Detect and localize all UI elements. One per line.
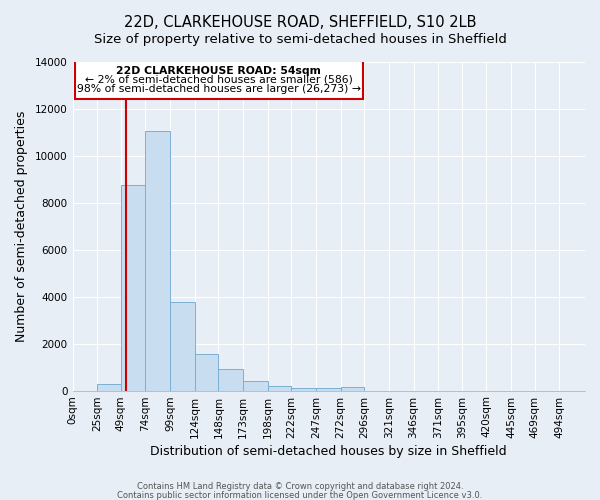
X-axis label: Distribution of semi-detached houses by size in Sheffield: Distribution of semi-detached houses by …: [151, 444, 507, 458]
Bar: [121, 185, 145, 390]
Text: Contains public sector information licensed under the Open Government Licence v3: Contains public sector information licen…: [118, 490, 482, 500]
Y-axis label: Number of semi-detached properties: Number of semi-detached properties: [15, 110, 28, 342]
Text: 22D CLARKEHOUSE ROAD: 54sqm: 22D CLARKEHOUSE ROAD: 54sqm: [116, 66, 322, 76]
Bar: [292, 388, 316, 390]
Text: Contains HM Land Registry data © Crown copyright and database right 2024.: Contains HM Land Registry data © Crown c…: [137, 482, 463, 491]
Text: ← 2% of semi-detached houses are smaller (586): ← 2% of semi-detached houses are smaller…: [85, 74, 353, 85]
Bar: [97, 384, 121, 390]
Bar: [145, 131, 170, 390]
Bar: [218, 370, 243, 390]
Bar: [170, 302, 195, 390]
Text: 22D, CLARKEHOUSE ROAD, SHEFFIELD, S10 2LB: 22D, CLARKEHOUSE ROAD, SHEFFIELD, S10 2L…: [124, 15, 476, 30]
Bar: [268, 386, 292, 390]
Bar: [341, 387, 364, 390]
Bar: [195, 354, 218, 391]
Text: 98% of semi-detached houses are larger (26,273) →: 98% of semi-detached houses are larger (…: [77, 84, 361, 94]
Bar: [243, 381, 268, 390]
Text: Size of property relative to semi-detached houses in Sheffield: Size of property relative to semi-detach…: [94, 32, 506, 46]
Bar: [74, 60, 363, 99]
Bar: [316, 388, 341, 390]
